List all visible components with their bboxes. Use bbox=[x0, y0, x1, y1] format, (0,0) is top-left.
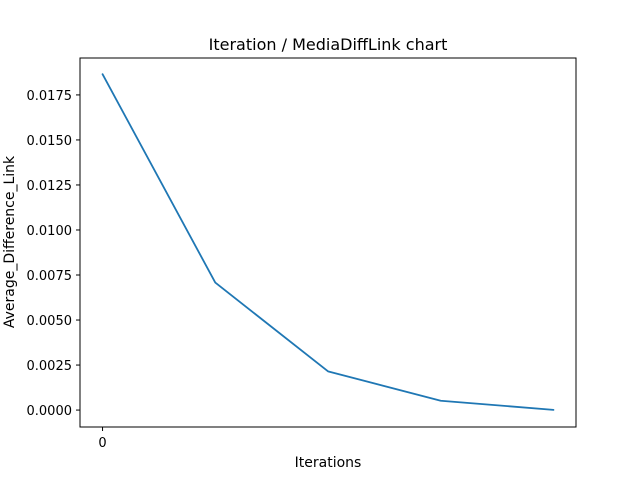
y-tick-label: 0.0000 bbox=[27, 404, 73, 419]
y-tick-label: 0.0050 bbox=[27, 314, 73, 329]
chart-title: Iteration / MediaDiffLink chart bbox=[209, 35, 448, 54]
y-tick-label: 0.0075 bbox=[27, 269, 73, 284]
y-tick-label: 0.0100 bbox=[27, 224, 73, 239]
y-axis-label: Average_Difference_Link bbox=[2, 155, 18, 328]
y-tick-label: 0.0150 bbox=[27, 134, 73, 149]
y-tick-label: 0.0125 bbox=[27, 179, 73, 194]
x-axis-label: Iterations bbox=[295, 455, 362, 471]
x-tick-label: 0 bbox=[98, 436, 106, 451]
y-tick-label: 0.0175 bbox=[27, 89, 73, 104]
y-tick-label: 0.0025 bbox=[27, 359, 73, 374]
